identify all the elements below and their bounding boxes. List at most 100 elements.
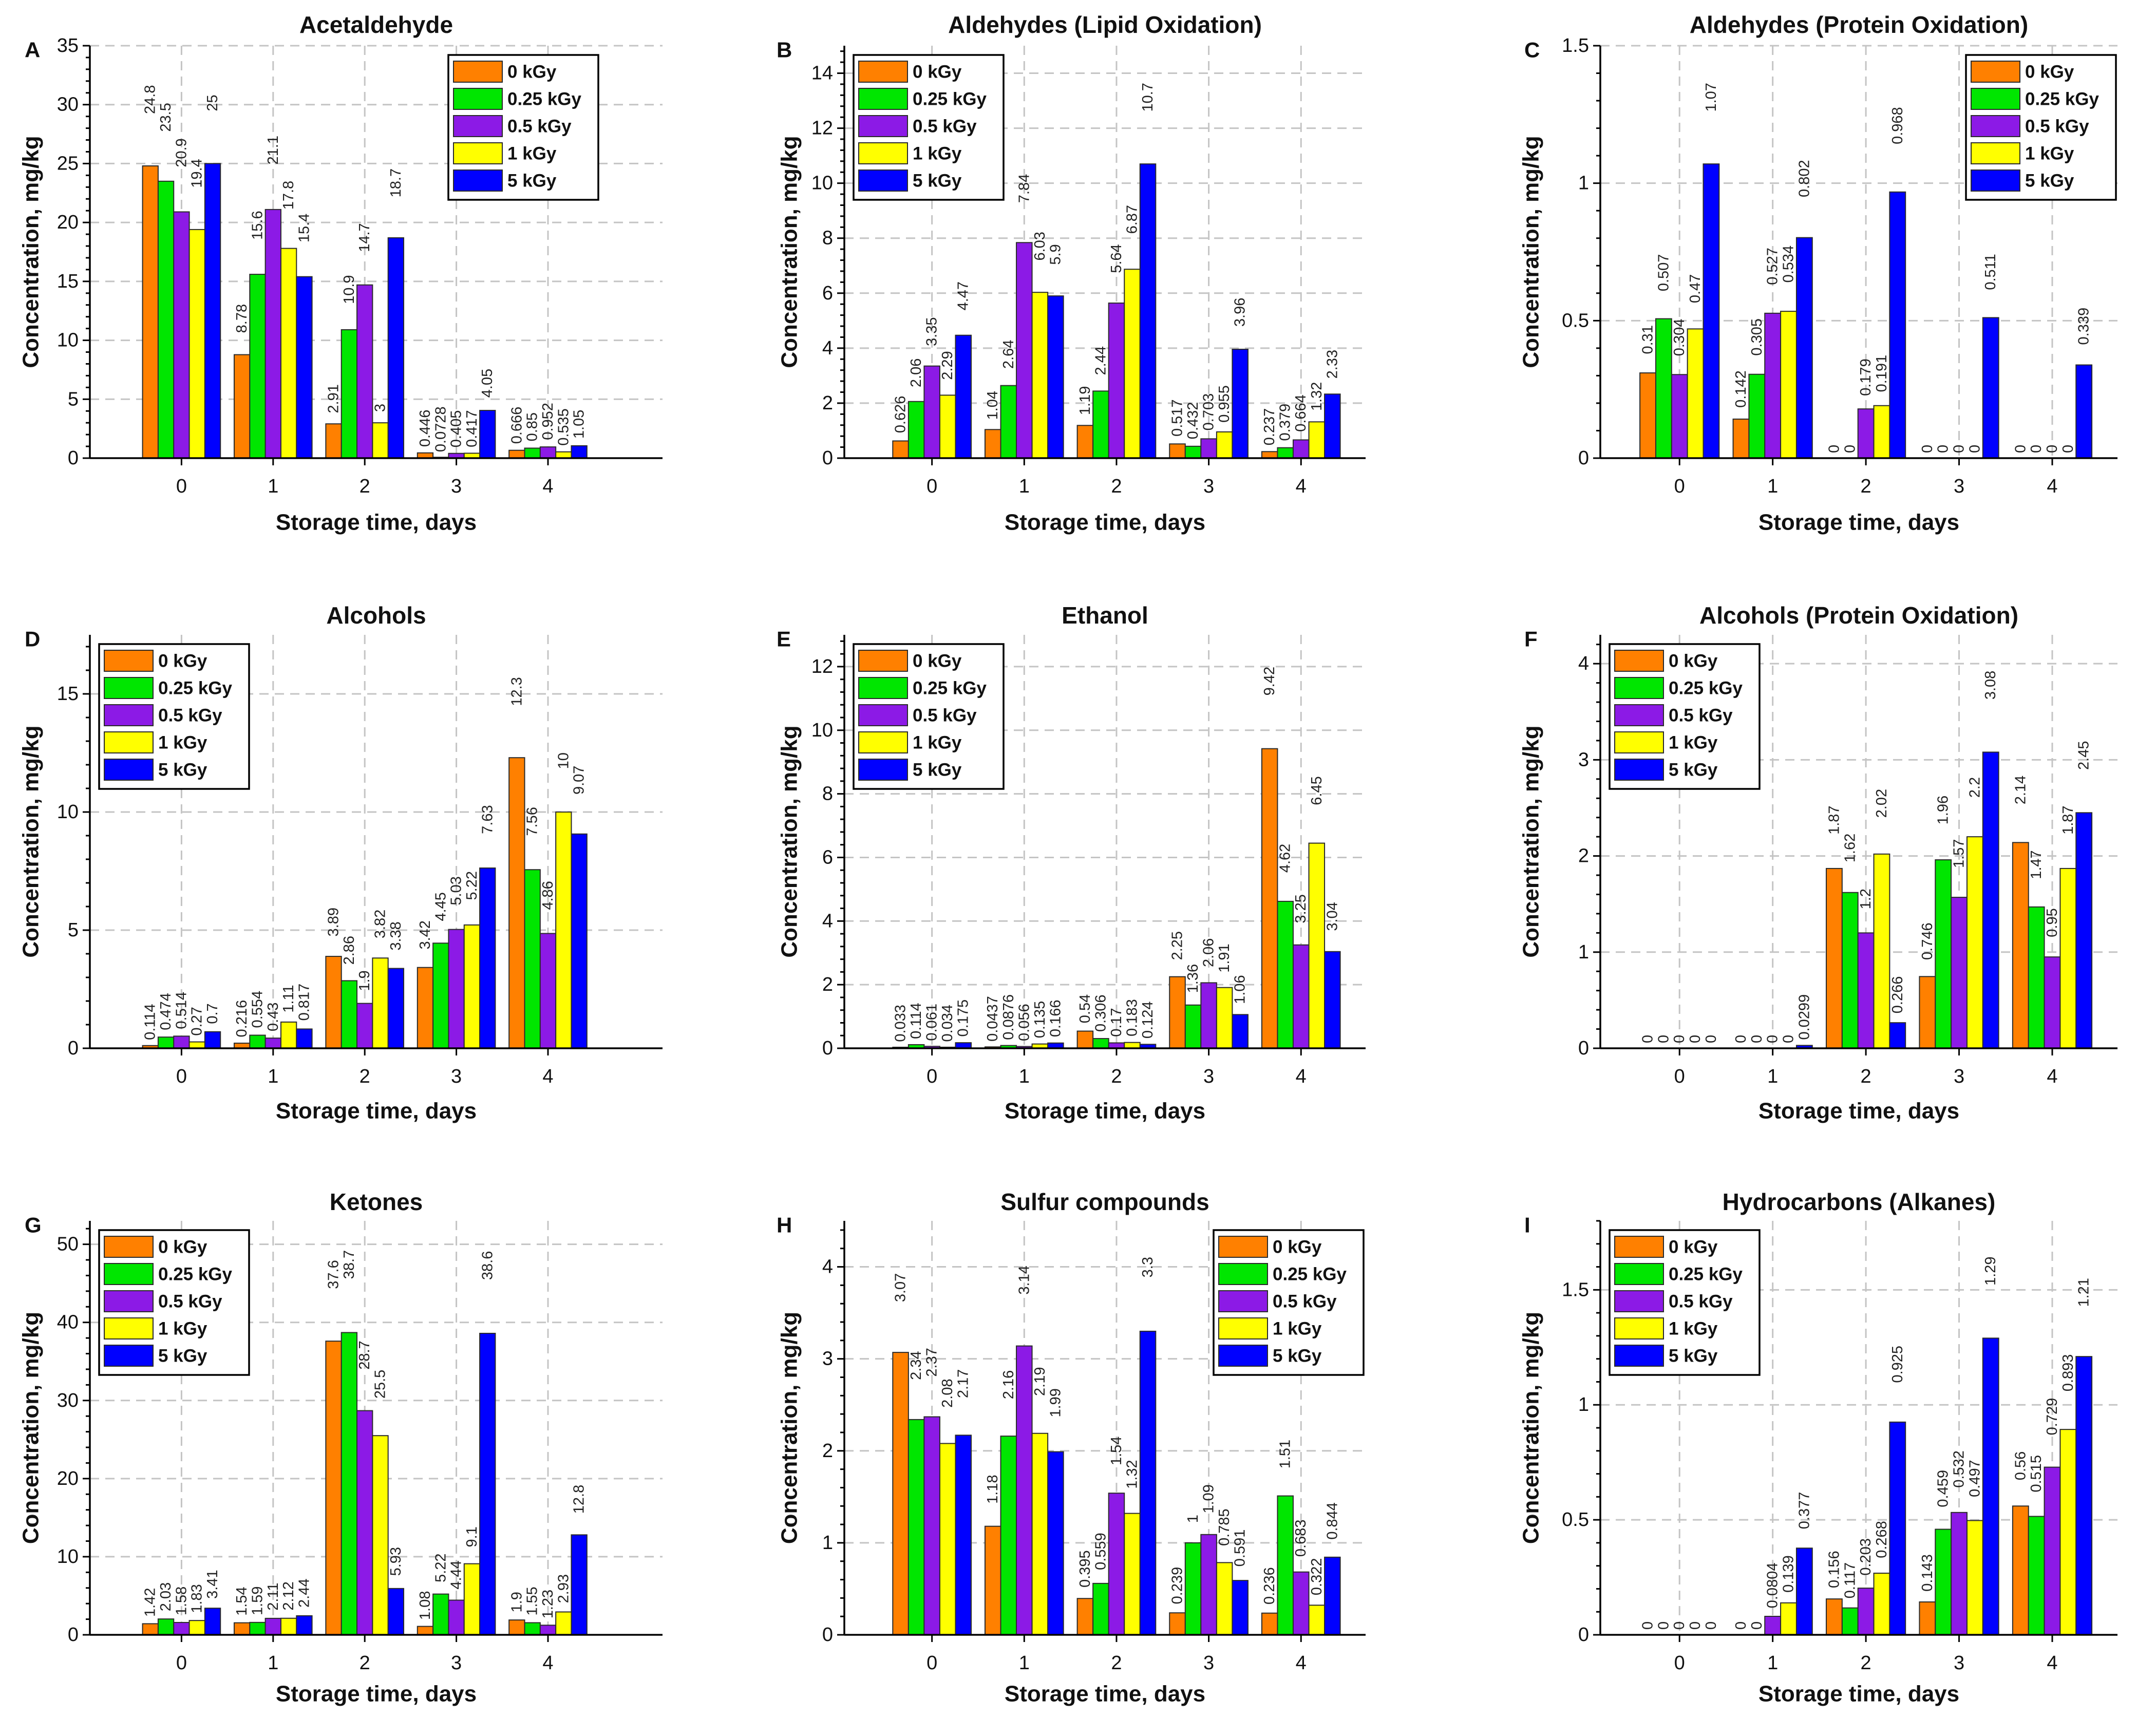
bar-d-1-kgy-day-1 [280,1021,297,1049]
legend-label: 0.25 kGy [507,89,582,109]
y-tick-label: 0.5 [1562,310,1589,331]
x-axis-label: Storage time, days [1005,1682,1205,1707]
bar-i-0-25-kgy-day-3 [1935,1529,1952,1635]
value-label-b-0-kgy-day-4: 0.237 [1261,408,1278,446]
legend-label: 0 kGy [2025,62,2074,82]
value-label-h-5-kgy-day-4: 0.844 [1324,1502,1340,1540]
chart-title: Ethanol [1062,602,1148,629]
value-label-g-0-5-kgy-day-0: 1.58 [173,1587,190,1615]
value-label-f-1-kgy-day-3: 2.2 [1966,777,1983,798]
x-tick-label: 0 [926,1066,937,1087]
x-axis-label: Storage time, days [1758,510,1959,535]
bar-h-1-kgy-day-3 [1216,1562,1233,1635]
value-label-b-5-kgy-day-4: 2.33 [1324,350,1340,379]
value-label-c-5-kgy-day-1: 0.802 [1796,160,1812,197]
bar-g-0-kgy-day-1 [233,1622,251,1635]
panel-letter: D [25,627,40,651]
x-axis-label: Storage time, days [1005,510,1205,535]
legend-swatch [1614,1263,1664,1285]
value-label-h-0-25-kgy-day-1: 2.16 [1000,1370,1017,1399]
value-label-e-1-kgy-day-2: 0.183 [1124,999,1140,1036]
y-axis-label: Concentration, mg/kg [777,1312,802,1544]
y-axis-label: Concentration, mg/kg [18,136,44,368]
legend-swatch [453,88,503,110]
value-label-i-0-25-kgy-day-3: 0.459 [1935,1470,1952,1507]
value-label-g-0-25-kgy-day-3: 5.22 [432,1553,449,1582]
legend-label: 0 kGy [1669,1237,1718,1257]
legend-entry-0-25-kgy: 0.25 kGy [858,677,987,699]
value-label-f-1-kgy-day-0: 0 [1687,1035,1704,1043]
value-label-h-1-kgy-day-2: 1.32 [1124,1460,1140,1488]
bar-h-0-kgy-day-1 [984,1525,1001,1636]
bar-h-0-25-kgy-day-2 [1092,1582,1109,1636]
bar-b-0-25-kgy-day-4 [1277,447,1294,459]
bar-g-0-25-kgy-day-3 [432,1593,449,1636]
legend-label: 0.5 kGy [1273,1292,1337,1312]
bar-e-0-25-kgy-day-4 [1277,900,1294,1049]
value-label-h-0-5-kgy-day-3: 1.09 [1201,1484,1217,1513]
value-label-b-1-kgy-day-1: 6.03 [1032,232,1048,260]
value-label-d-0-25-kgy-day-1: 0.554 [249,991,266,1028]
bar-d-0-5-kgy-day-0 [173,1035,190,1049]
legend-swatch [1614,1290,1664,1312]
value-label-c-0-25-kgy-day-0: 0.507 [1655,254,1672,292]
y-tick-label: 30 [57,94,79,116]
bar-h-0-25-kgy-day-3 [1184,1542,1202,1636]
value-label-f-5-kgy-day-1: 0.0299 [1796,994,1812,1040]
value-label-c-1-kgy-day-0: 0.47 [1687,274,1704,303]
y-tick-label: 1 [1578,1394,1589,1416]
chart-title: Hydrocarbons (Alkanes) [1723,1188,1996,1215]
value-label-h-0-25-kgy-day-3: 1 [1185,1515,1201,1523]
value-label-i-0-25-kgy-day-2: 0.117 [1842,1562,1858,1598]
value-label-i-5-kgy-day-2: 0.925 [1889,1346,1906,1383]
legend-swatch [1614,650,1664,672]
y-tick-label: 3 [1578,749,1589,770]
bar-d-5-kgy-day-1 [296,1028,313,1049]
legend-swatch [1614,1317,1664,1339]
bar-h-0-25-kgy-day-1 [1000,1436,1017,1636]
value-label-a-5-kgy-day-0: 25 [204,95,221,111]
value-label-d-0-25-kgy-day-2: 2.86 [341,936,357,965]
value-label-i-1-kgy-day-0: 0 [1687,1621,1704,1630]
legend-swatch [104,1345,154,1367]
legend-label: 0 kGy [913,62,962,82]
bar-a-0-kgy-day-0 [142,165,159,459]
value-label-a-5-kgy-day-4: 1.05 [571,410,588,439]
legend-label: 0.5 kGy [913,117,977,137]
bar-g-1-kgy-day-3 [463,1563,481,1635]
value-label-c-1-kgy-day-2: 0.191 [1874,355,1890,392]
x-tick-label: 3 [1203,1652,1214,1674]
x-tick-label: 2 [1861,476,1871,497]
x-tick-label: 2 [1111,476,1122,497]
legend-entry-5-kgy: 5 kGy [858,759,962,781]
value-label-i-0-kgy-day-3: 0.143 [1919,1554,1936,1592]
legend-swatch [104,731,154,753]
value-label-f-0-kgy-day-3: 0.746 [1919,922,1936,960]
value-label-i-5-kgy-day-1: 0.377 [1796,1492,1812,1530]
panel-letter: A [25,38,40,62]
x-tick-label: 1 [268,476,278,497]
legend-entry-0-kgy: 0 kGy [104,1236,207,1258]
bar-a-5-kgy-day-3 [479,410,496,459]
value-label-f-0-5-kgy-day-1: 0 [1765,1035,1781,1043]
legend-entry-0-kgy: 0 kGy [453,61,557,83]
y-tick-label: 30 [57,1390,79,1411]
value-label-h-1-kgy-day-4: 0.322 [1309,1558,1325,1596]
bar-i-0-5-kgy-day-1 [1764,1615,1782,1636]
value-label-g-0-5-kgy-day-2: 28.7 [356,1341,373,1369]
value-label-d-1-kgy-day-1: 1.11 [280,985,297,1012]
bar-g-0-5-kgy-day-0 [173,1621,190,1636]
bar-a-0-25-kgy-day-0 [157,180,175,459]
legend-label: 1 kGy [158,1319,207,1339]
value-label-f-1-kgy-day-1: 0 [1781,1035,1797,1043]
bar-a-0-kgy-day-4 [508,449,525,459]
value-label-a-0-kgy-day-3: 0.446 [417,410,433,447]
bar-d-0-25-kgy-day-0 [157,1036,175,1049]
bar-a-0-kgy-day-1 [233,354,251,459]
legend-label: 0.5 kGy [158,1292,222,1312]
bar-a-5-kgy-day-0 [204,163,221,459]
value-label-b-0-5-kgy-day-3: 0.703 [1201,393,1217,431]
bar-e-0-25-kgy-day-3 [1184,1004,1202,1049]
